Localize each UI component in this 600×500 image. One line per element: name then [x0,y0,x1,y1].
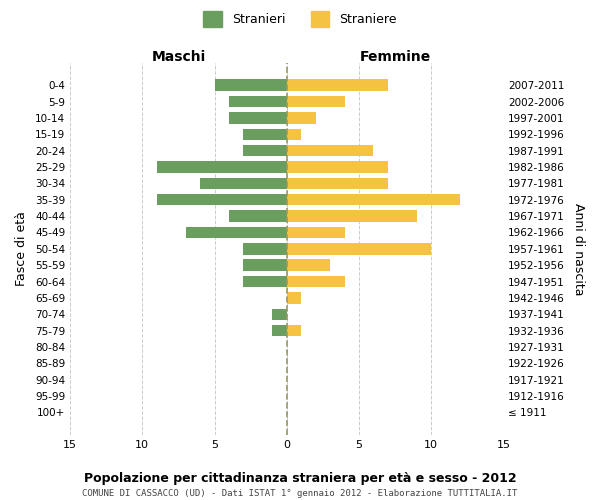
Bar [287,292,301,304]
Bar [287,325,301,336]
Bar [185,227,287,238]
Bar [244,145,287,156]
Text: Femmine: Femmine [359,50,431,64]
Bar [287,243,431,254]
Bar [215,80,287,91]
Bar [287,194,460,205]
Bar [244,128,287,140]
Bar [287,112,316,124]
Bar [287,162,388,173]
Text: COMUNE DI CASSACCO (UD) - Dati ISTAT 1° gennaio 2012 - Elaborazione TUTTITALIA.I: COMUNE DI CASSACCO (UD) - Dati ISTAT 1° … [82,488,518,498]
Bar [287,260,330,271]
Bar [272,325,287,336]
Bar [229,210,287,222]
Y-axis label: Anni di nascita: Anni di nascita [572,202,585,295]
Bar [272,308,287,320]
Legend: Stranieri, Straniere: Stranieri, Straniere [198,6,402,32]
Bar [287,276,344,287]
Bar [287,80,388,91]
Bar [157,194,287,205]
Bar [287,210,417,222]
Bar [244,260,287,271]
Y-axis label: Fasce di età: Fasce di età [15,212,28,286]
Bar [200,178,287,189]
Bar [287,227,344,238]
Bar [229,112,287,124]
Bar [287,96,344,108]
Bar [157,162,287,173]
Bar [287,178,388,189]
Bar [244,243,287,254]
Bar [229,96,287,108]
Bar [287,128,301,140]
Bar [287,145,373,156]
Text: Maschi: Maschi [151,50,206,64]
Text: Popolazione per cittadinanza straniera per età e sesso - 2012: Popolazione per cittadinanza straniera p… [83,472,517,485]
Bar [244,276,287,287]
